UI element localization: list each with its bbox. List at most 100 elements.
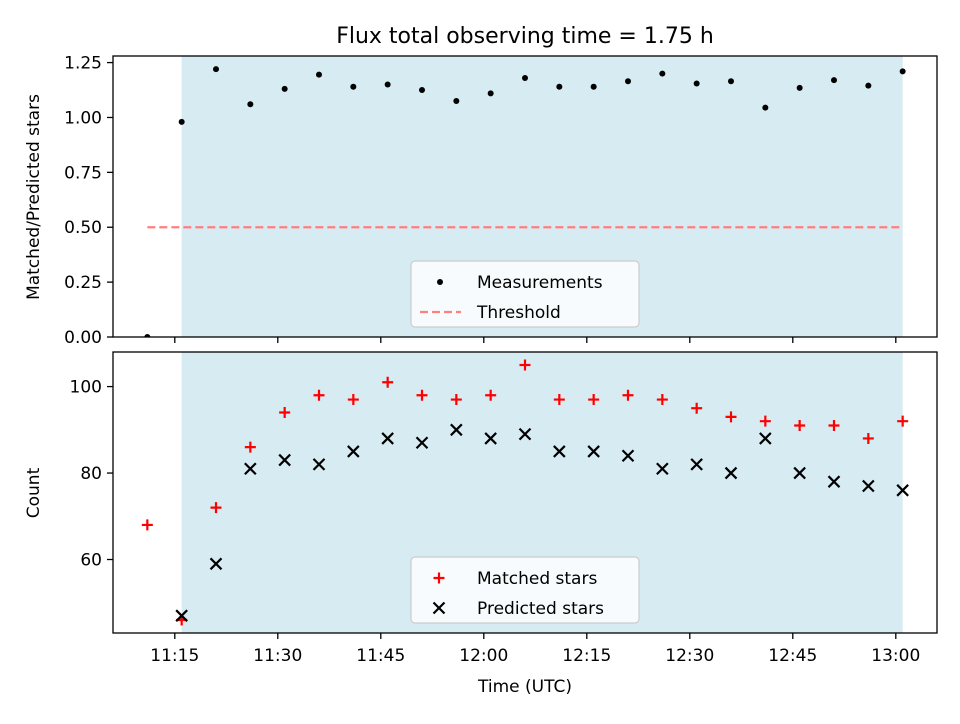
legend-box — [410, 556, 640, 624]
predicted-star-point — [209, 557, 223, 571]
bottom-axes-frame — [112, 351, 938, 634]
matched-star-point — [622, 389, 634, 401]
matched-star-point — [141, 519, 153, 531]
top-axes-frame — [112, 55, 938, 338]
x-tick-label: 13:00 — [871, 646, 920, 666]
predicted-star-point — [484, 432, 497, 445]
predicted-star-point — [724, 466, 738, 480]
predicted-star-point — [793, 466, 806, 480]
predicted-star-point — [312, 458, 326, 471]
predicted-star-point — [656, 462, 669, 476]
x-tick-label: 12:30 — [665, 646, 714, 666]
measurement-point — [831, 77, 837, 84]
predicted-star-point — [759, 432, 772, 445]
legend-threshold-label: Threshold — [476, 303, 561, 323]
measurement-point — [522, 74, 528, 81]
measurement-point — [247, 101, 254, 108]
measurement-point — [453, 98, 460, 105]
x-tick-label: 11:45 — [356, 646, 405, 666]
bottom-legend: Matched stars Predicted stars — [410, 556, 640, 624]
matched-star-point — [244, 441, 256, 453]
x-tick-label: 11:30 — [253, 646, 302, 666]
matched-star-point — [210, 502, 222, 514]
measurement-point — [865, 82, 872, 89]
matched-star-point — [691, 402, 703, 414]
x-axis-label: Time (UTC) — [477, 677, 572, 697]
predicted-star-point — [896, 484, 909, 497]
predicted-star-point — [278, 453, 291, 467]
chart-title: Flux total observing time = 1.75 h — [336, 24, 714, 49]
y-tick-label: 0.00 — [64, 328, 102, 348]
matched-star-point — [279, 407, 291, 419]
predicted-star-point — [621, 449, 635, 463]
measurement-point — [728, 78, 734, 85]
matched-star-point — [347, 394, 359, 406]
legend-measurements-label: Measurements — [477, 273, 603, 293]
legend-predicted-label: Predicted stars — [477, 599, 604, 619]
predicted-star-point — [827, 475, 841, 488]
measurement-point — [213, 66, 219, 73]
bottom-y-axis-label: Count — [24, 467, 44, 518]
legend-box — [410, 260, 640, 328]
predicted-star-point — [347, 445, 360, 458]
measurement-point — [316, 71, 322, 78]
matched-star-point — [519, 359, 531, 371]
matched-star-point — [897, 415, 909, 427]
predicted-star-point — [518, 427, 532, 441]
predicted-star-point — [690, 458, 703, 471]
y-tick-label: 1.00 — [64, 108, 102, 128]
x-tick-label: 11:15 — [150, 646, 199, 666]
matched-star-point — [759, 415, 771, 427]
bottom-panel: 60 80 100 11:15 11:30 11:45 12:00 12:15 12:30 12:… — [70, 351, 938, 666]
top-legend: Measurements Threshold — [410, 260, 640, 328]
y-tick-label: 60 — [80, 551, 102, 571]
y-tick-label: 0.25 — [64, 273, 102, 293]
x-tick-label: 12:45 — [768, 646, 817, 666]
measurement-point — [693, 80, 700, 87]
measurement-point — [625, 78, 631, 85]
measurement-point — [762, 104, 769, 111]
measurement-point — [487, 90, 494, 97]
matched-star-point — [382, 376, 394, 388]
measurement-point — [384, 81, 391, 88]
measurement-point — [899, 68, 906, 75]
measurement-point — [281, 85, 288, 92]
matched-star-point — [553, 394, 565, 406]
y-tick-label: 0.75 — [64, 163, 102, 183]
legend-matched-marker — [433, 572, 445, 584]
measurement-point — [659, 70, 666, 77]
predicted-star-point — [381, 432, 394, 445]
matched-star-point — [828, 419, 840, 431]
matched-star-point — [794, 419, 806, 431]
top-panel: 0.00 0.25 0.50 0.75 1.00 1.25 Measurements Thre… — [64, 54, 938, 348]
legend-matched-label: Matched stars — [477, 569, 597, 589]
predicted-star-point — [244, 462, 257, 476]
predicted-star-point — [553, 445, 566, 458]
matched-star-point — [725, 411, 737, 423]
predicted-star-point — [450, 423, 463, 437]
matched-star-point — [862, 432, 874, 444]
legend-predicted-marker — [432, 601, 446, 615]
matched-star-point — [416, 389, 428, 401]
measurement-point — [144, 334, 151, 337]
matched-star-point — [450, 394, 462, 406]
predicted-star-point — [862, 479, 875, 493]
measurement-point — [556, 83, 563, 90]
matched-star-point — [588, 394, 600, 406]
predicted-star-point — [415, 436, 429, 450]
measurement-point — [178, 118, 185, 125]
top-y-axis-label: Matched/Predicted stars — [24, 94, 44, 300]
matched-star-point — [313, 389, 325, 401]
predicted-star-point — [587, 445, 600, 458]
measurement-point — [350, 83, 357, 90]
matched-star-point — [656, 394, 668, 406]
legend-measurement-marker — [437, 279, 443, 285]
measurement-point — [590, 83, 597, 90]
predicted-star-point — [175, 609, 188, 622]
matched-star-point — [485, 389, 497, 401]
y-tick-label: 80 — [80, 464, 102, 484]
measurement-point — [419, 87, 425, 94]
y-tick-label: 100 — [70, 378, 102, 398]
